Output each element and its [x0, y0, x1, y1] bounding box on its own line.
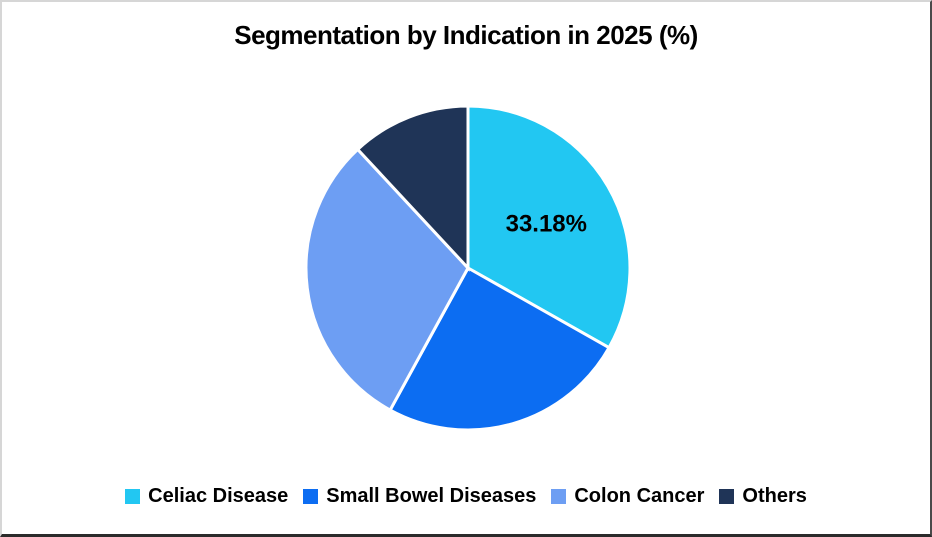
chart-title: Segmentation by Indication in 2025 (%) [234, 20, 698, 50]
legend-swatch-small-bowel-diseases [303, 489, 319, 504]
pie-slice-colon-cancer [304, 147, 470, 413]
legend: Celiac Disease Small Bowel Diseases Colo… [2, 485, 930, 508]
legend-item-colon-cancer: Colon Cancer [551, 485, 704, 508]
legend-item-others: Others [719, 485, 807, 508]
legend-swatch-celiac-disease [125, 489, 141, 504]
legend-swatch-colon-cancer [551, 489, 567, 504]
pie-data-label: 33.18% [506, 210, 587, 237]
legend-swatch-others [719, 489, 735, 504]
pie-slice-celiac-disease [466, 104, 632, 350]
pie-slice-others [355, 104, 470, 272]
legend-label-small-bowel-diseases: Small Bowel Diseases [326, 485, 537, 507]
legend-item-small-bowel-diseases: Small Bowel Diseases [303, 485, 536, 508]
legend-item-celiac-disease: Celiac Disease [125, 485, 288, 508]
pie-slice-small-bowel-diseases [388, 265, 612, 432]
legend-label-others: Others [742, 485, 807, 507]
legend-label-celiac-disease: Celiac Disease [148, 485, 289, 507]
legend-label-colon-cancer: Colon Cancer [574, 485, 705, 507]
